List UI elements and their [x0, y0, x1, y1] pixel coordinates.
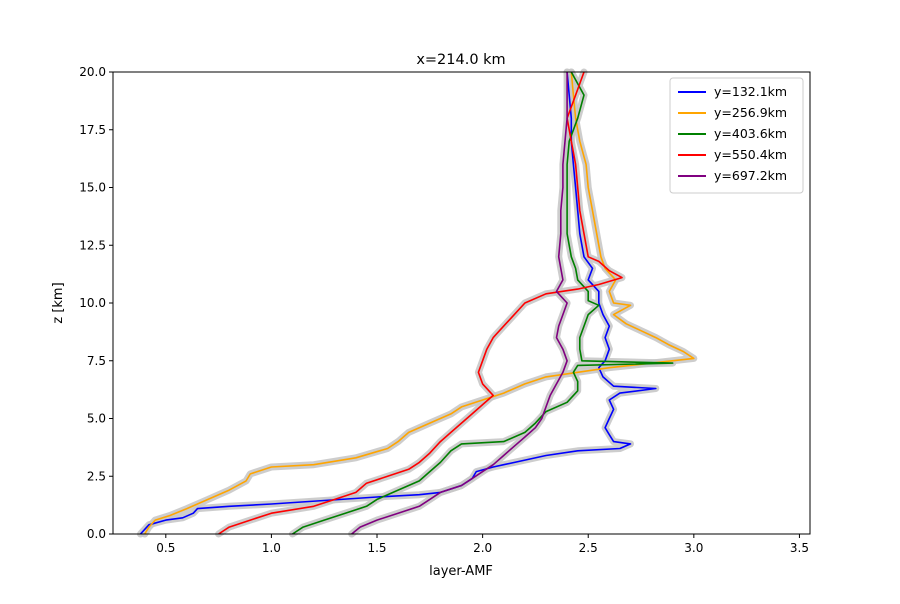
y-tick-label: 0.0	[87, 527, 106, 541]
x-tick-label: 2.5	[579, 541, 598, 555]
series-line-y-550-4km	[218, 71, 623, 535]
x-axis-label: layer-AMF	[429, 564, 493, 579]
legend-label: y=132.1km	[714, 84, 787, 99]
legend-label: y=256.9km	[714, 105, 787, 120]
legend: y=132.1km y=256.9km y=403.6km y=550.4km y=69…	[669, 77, 804, 194]
chart-title: x=214.0 km	[416, 52, 505, 68]
y-tick-label: 12.5	[79, 238, 106, 252]
series-line-y-256-9km	[144, 71, 695, 535]
y-tick-label: 10.0	[79, 296, 106, 310]
y-tick-label: 2.5	[87, 469, 106, 483]
x-tick-label: 3.0	[684, 541, 703, 555]
x-tick-label: 0.5	[156, 541, 175, 555]
x-tick-label: 3.5	[790, 541, 809, 555]
x-tick-label: 1.5	[367, 541, 386, 555]
series-line-y-697-2km	[351, 72, 568, 535]
x-axis-ticks: 0.5 1.0 1.5 2.0 2.5 3.0 3.5	[156, 534, 809, 555]
y-tick-label: 7.5	[87, 354, 106, 368]
series-line-y-403-6km	[292, 71, 674, 535]
legend-box	[669, 77, 804, 194]
y-tick-label: 5.0	[87, 412, 106, 426]
series-lines	[139, 71, 695, 535]
y-tick-label: 20.0	[79, 65, 106, 79]
legend-label: y=403.6km	[714, 126, 787, 141]
x-tick-label: 2.0	[473, 541, 492, 555]
band-y-697-2km	[348, 68, 571, 538]
y-tick-label: 17.5	[79, 123, 106, 137]
x-tick-label: 1.0	[262, 541, 281, 555]
y-axis-ticks: 0.0 2.5 5.0 7.5 10.0 12.5 15.0 17.5 20.0	[79, 65, 113, 541]
y-axis-label: z [km]	[51, 282, 66, 323]
y-tick-label: 15.0	[79, 181, 106, 195]
legend-label: y=697.2km	[714, 168, 787, 183]
legend-label: y=550.4km	[714, 147, 787, 162]
